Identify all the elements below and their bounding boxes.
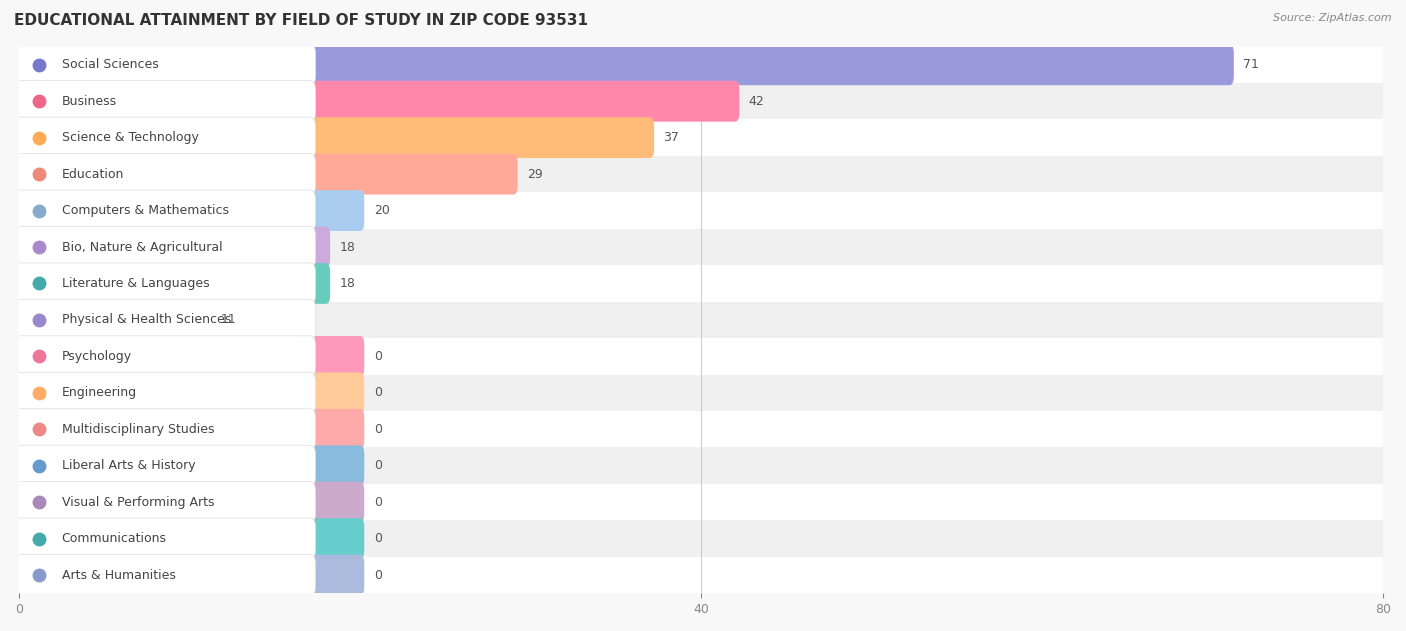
Text: 11: 11 xyxy=(221,314,236,326)
Bar xyxy=(20,447,1384,484)
FancyBboxPatch shape xyxy=(15,44,316,85)
Text: EDUCATIONAL ATTAINMENT BY FIELD OF STUDY IN ZIP CODE 93531: EDUCATIONAL ATTAINMENT BY FIELD OF STUDY… xyxy=(14,13,588,28)
Bar xyxy=(20,338,1384,375)
Bar xyxy=(20,156,1384,192)
FancyBboxPatch shape xyxy=(15,336,316,377)
Bar xyxy=(20,265,1384,302)
FancyBboxPatch shape xyxy=(14,481,364,522)
FancyBboxPatch shape xyxy=(15,518,316,559)
FancyBboxPatch shape xyxy=(15,81,316,122)
Text: Psychology: Psychology xyxy=(62,350,132,363)
FancyBboxPatch shape xyxy=(14,336,364,377)
FancyBboxPatch shape xyxy=(14,154,517,194)
Text: Source: ZipAtlas.com: Source: ZipAtlas.com xyxy=(1274,13,1392,23)
FancyBboxPatch shape xyxy=(15,481,316,522)
Text: 71: 71 xyxy=(1243,58,1258,71)
Text: 37: 37 xyxy=(664,131,679,144)
FancyBboxPatch shape xyxy=(14,227,330,268)
Text: Business: Business xyxy=(62,95,117,108)
FancyBboxPatch shape xyxy=(14,409,364,450)
Text: Bio, Nature & Agricultural: Bio, Nature & Agricultural xyxy=(62,240,222,254)
Text: 29: 29 xyxy=(527,168,543,180)
Text: Computers & Mathematics: Computers & Mathematics xyxy=(62,204,229,217)
Text: Communications: Communications xyxy=(62,532,167,545)
Text: Engineering: Engineering xyxy=(62,386,136,399)
FancyBboxPatch shape xyxy=(14,445,364,486)
Text: Social Sciences: Social Sciences xyxy=(62,58,159,71)
Text: 0: 0 xyxy=(374,496,381,509)
FancyBboxPatch shape xyxy=(14,81,740,122)
Text: Multidisciplinary Studies: Multidisciplinary Studies xyxy=(62,423,214,436)
Bar xyxy=(20,47,1384,83)
Text: 42: 42 xyxy=(749,95,765,108)
Text: 18: 18 xyxy=(339,240,356,254)
Text: Literature & Languages: Literature & Languages xyxy=(62,277,209,290)
Bar xyxy=(20,484,1384,521)
Text: 20: 20 xyxy=(374,204,389,217)
FancyBboxPatch shape xyxy=(14,190,364,231)
Bar xyxy=(20,229,1384,265)
Text: Education: Education xyxy=(62,168,124,180)
Text: 0: 0 xyxy=(374,532,381,545)
FancyBboxPatch shape xyxy=(14,518,364,559)
Text: 0: 0 xyxy=(374,350,381,363)
Bar xyxy=(20,375,1384,411)
FancyBboxPatch shape xyxy=(14,117,654,158)
Text: 0: 0 xyxy=(374,459,381,472)
Bar xyxy=(20,302,1384,338)
Text: 0: 0 xyxy=(374,386,381,399)
Text: 0: 0 xyxy=(374,569,381,582)
Bar xyxy=(20,521,1384,557)
FancyBboxPatch shape xyxy=(15,555,316,596)
FancyBboxPatch shape xyxy=(15,117,316,158)
FancyBboxPatch shape xyxy=(15,372,316,413)
Bar xyxy=(20,411,1384,447)
Text: Visual & Performing Arts: Visual & Performing Arts xyxy=(62,496,214,509)
FancyBboxPatch shape xyxy=(15,445,316,487)
FancyBboxPatch shape xyxy=(15,153,316,194)
Bar xyxy=(20,119,1384,156)
FancyBboxPatch shape xyxy=(15,227,316,268)
FancyBboxPatch shape xyxy=(14,263,330,304)
FancyBboxPatch shape xyxy=(15,190,316,231)
FancyBboxPatch shape xyxy=(14,372,364,413)
FancyBboxPatch shape xyxy=(14,44,1234,85)
Text: Physical & Health Sciences: Physical & Health Sciences xyxy=(62,314,231,326)
Text: 18: 18 xyxy=(339,277,356,290)
Text: Liberal Arts & History: Liberal Arts & History xyxy=(62,459,195,472)
Bar xyxy=(20,557,1384,593)
FancyBboxPatch shape xyxy=(15,409,316,450)
Text: 0: 0 xyxy=(374,423,381,436)
FancyBboxPatch shape xyxy=(15,263,316,304)
Bar xyxy=(20,83,1384,119)
FancyBboxPatch shape xyxy=(14,300,211,340)
Text: Science & Technology: Science & Technology xyxy=(62,131,198,144)
Text: Arts & Humanities: Arts & Humanities xyxy=(62,569,176,582)
FancyBboxPatch shape xyxy=(15,299,316,341)
Bar xyxy=(20,192,1384,229)
FancyBboxPatch shape xyxy=(14,555,364,596)
